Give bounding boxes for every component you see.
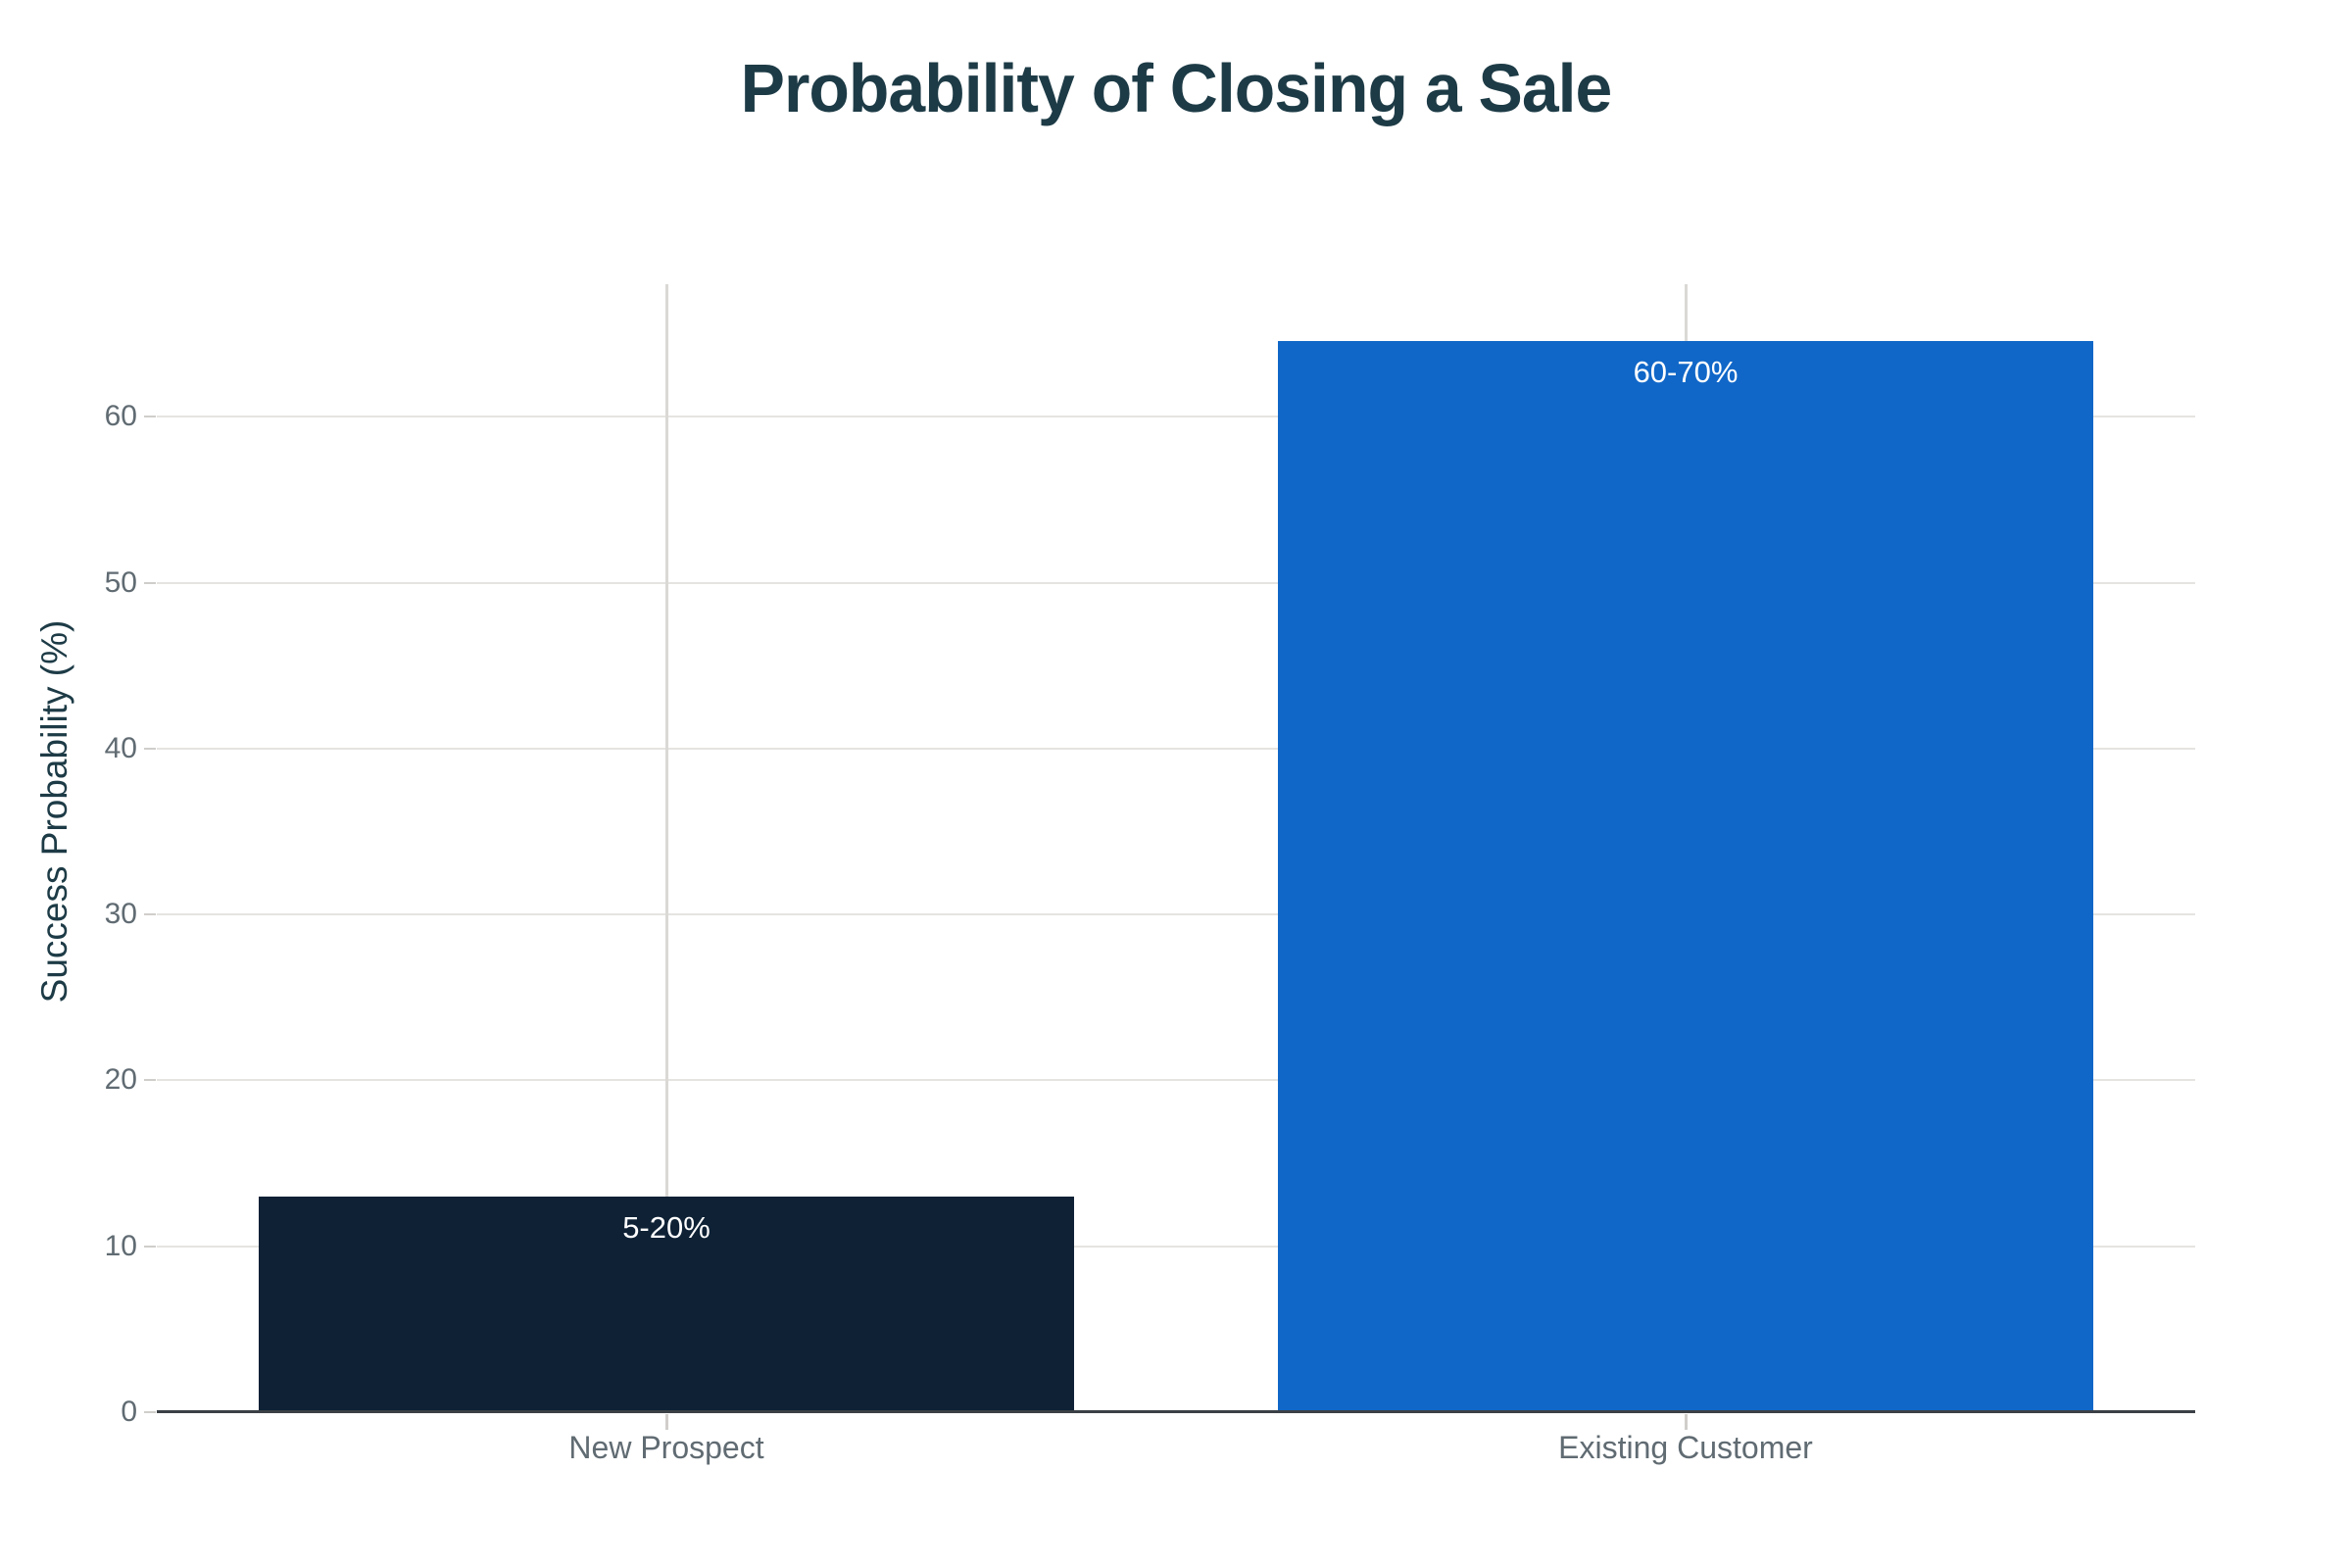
y-tick-mark-50 (144, 581, 156, 584)
x-category-label-2: Existing Customer (1558, 1430, 1813, 1465)
hgridline-40 (157, 747, 2195, 750)
y-tick-mark-10 (144, 1245, 156, 1248)
bar-value-label: 60-70% (1633, 354, 1739, 389)
hgridline-20 (157, 1079, 2195, 1082)
x-category-label-1: New Prospect (568, 1430, 764, 1465)
chart-title: Probability of Closing a Sale (740, 50, 1613, 126)
vgridline-category-1 (664, 284, 668, 1412)
hgridline-60 (157, 416, 2195, 418)
y-tick-label-50: 50 (104, 565, 137, 599)
bar-existing-customer: 60-70% (1278, 340, 2093, 1412)
y-tick-mark-40 (144, 747, 156, 750)
y-tick-label-60: 60 (104, 400, 137, 433)
plot-area: 5-20% 60-70% (157, 284, 2195, 1413)
y-tick-label-20: 20 (104, 1063, 137, 1097)
hgridline-50 (157, 581, 2195, 584)
y-tick-mark-60 (144, 416, 156, 418)
y-tick-label-30: 30 (104, 898, 137, 931)
y-tick-label-10: 10 (104, 1229, 137, 1262)
y-tick-label-40: 40 (104, 731, 137, 764)
bar-new-prospect: 5-20% (259, 1196, 1074, 1412)
x-axis-line (157, 1410, 2195, 1413)
x-tick-mark-2 (1684, 1414, 1688, 1430)
y-tick-mark-0 (144, 1411, 156, 1413)
y-tick-label-0: 0 (121, 1396, 137, 1428)
hgridline-10 (157, 1245, 2195, 1248)
hgridline-30 (157, 913, 2195, 916)
y-axis-title: Success Probability (%) (34, 619, 74, 1004)
y-tick-mark-20 (144, 1079, 156, 1082)
x-tick-mark-1 (664, 1414, 668, 1430)
bar-value-label: 5-20% (622, 1209, 710, 1245)
y-tick-mark-30 (144, 913, 156, 916)
